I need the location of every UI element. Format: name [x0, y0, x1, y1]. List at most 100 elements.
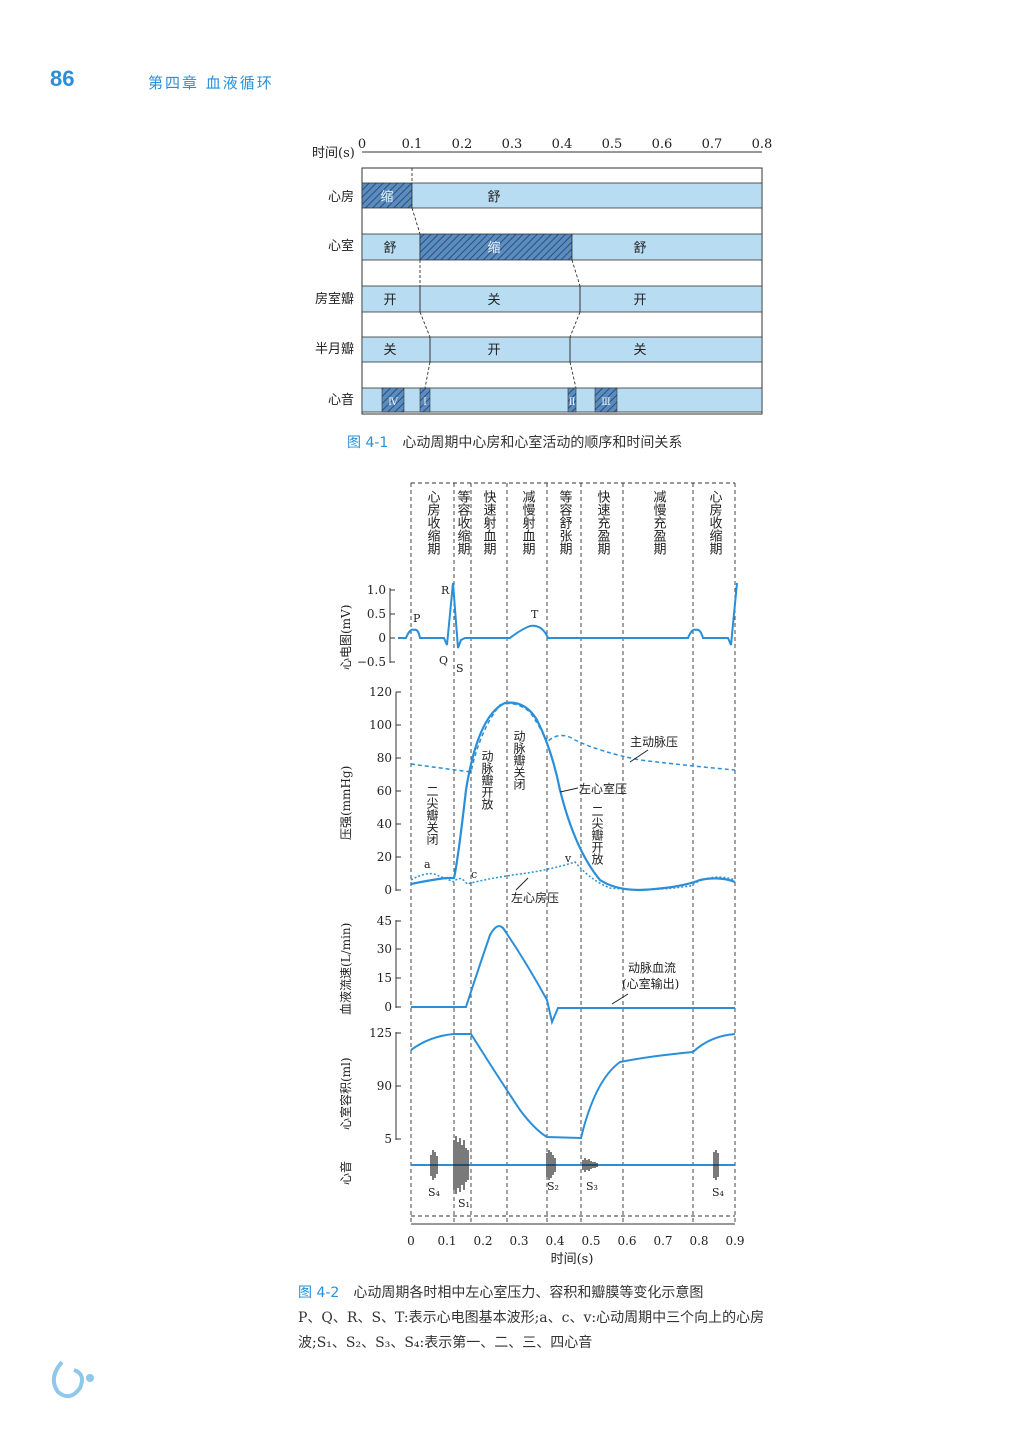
figure2-label: 图 4-2: [298, 1285, 340, 1301]
fig1-tick: 0.3: [502, 137, 523, 152]
figure2-title: 心动周期各时相中左心室压力、容积和瓣膜等变化示意图: [353, 1285, 704, 1301]
annotation: 动脉瓣关闭: [512, 730, 526, 791]
pressure-tick: 120: [369, 685, 392, 699]
fig1-seg: Ⅰ: [423, 397, 427, 408]
fig1-axis-label: 时间(s): [312, 146, 355, 161]
flow-axis: 45 30 15 0: [377, 914, 401, 1014]
fig1-seg: 关: [633, 343, 646, 358]
time-axis-label: 时间(s): [551, 1252, 594, 1267]
time-tick: 0: [407, 1234, 415, 1248]
fig1-seg: 舒: [383, 241, 396, 256]
phase-label: 等容收缩期: [455, 489, 471, 556]
sound-mark: S₄: [712, 1186, 725, 1199]
figure2-caption: 图 4-2 心动周期各时相中左心室压力、容积和瓣膜等变化示意图: [298, 1282, 703, 1302]
annotation: v: [564, 852, 572, 865]
ecg-wave: R: [441, 584, 450, 597]
flow-axis-label: 血液流速(L/min): [338, 923, 353, 1015]
fig1-tick: 0.2: [452, 137, 473, 152]
ecg-trace: [398, 582, 738, 649]
fig1-seg: Ⅱ: [569, 397, 576, 408]
volume-tick: 5: [384, 1132, 392, 1146]
annotation: 主动脉压: [630, 734, 678, 749]
ecg-tick: 1.0: [367, 583, 386, 597]
phase-boundaries: [410, 482, 736, 1222]
fig1-row-label: 心室: [328, 238, 354, 254]
figure1: 时间(s) 0 0.1 0.2 0.3 0.4 0.5 0.6 0.7 0.8 …: [312, 137, 772, 415]
volume-tick: 125: [369, 1026, 392, 1040]
figure1-label: 图 4-1: [347, 435, 389, 451]
time-tick: 0.3: [509, 1234, 528, 1248]
fig1-tick: 0.6: [652, 137, 673, 152]
chapter-title: 第四章 血液循环: [148, 74, 274, 92]
sound-mark: S₃: [586, 1180, 598, 1193]
sound-mark: S₂: [547, 1180, 559, 1193]
ecg-axis-label: 心电图(mV): [339, 605, 353, 670]
phase-labels: 心房收缩期 等容收缩期 快速射血期 减慢射血期 等容舒张期 快速充盈期 减慢充盈…: [425, 489, 723, 556]
ecg-wave: T: [531, 608, 539, 621]
pressure-tick: 60: [377, 784, 392, 798]
flow-annotation: (心室输出): [622, 976, 679, 991]
annotation: 二尖瓣开放: [590, 805, 604, 865]
ecg-tick: 0.5: [367, 607, 386, 621]
annotation: 左心房压: [511, 890, 559, 905]
figure2-note: P、Q、R、S、T:表示心电图基本波形;a、c、v:心动周期中三个向上的心房波;…: [298, 1310, 765, 1351]
fig1-tick: 0.4: [552, 137, 573, 152]
publisher-logo: [51, 1360, 94, 1399]
la-pressure-trace: [410, 861, 736, 891]
fig1-seg: 缩: [487, 240, 500, 256]
volume-tick: 90: [377, 1079, 392, 1093]
pressure-axis: 120 100 80 60 40 20 0: [369, 685, 401, 897]
pressure-axis-label: 压强(mmHg): [339, 766, 353, 840]
time-tick: 0.8: [689, 1234, 708, 1248]
fig1-tick: 0.1: [402, 137, 423, 152]
sound-axis-label: 心音: [338, 1161, 353, 1185]
sound-mark: S₄: [428, 1186, 441, 1199]
sound-mark: S₁: [458, 1197, 470, 1210]
phase-label: 快速充盈期: [595, 490, 611, 556]
fig1-seg: 关: [383, 343, 396, 358]
fig1-tick: 0.5: [602, 137, 623, 152]
pressure-tick: 0: [384, 883, 392, 897]
fig1-row-label: 心音: [328, 392, 354, 408]
annotation: 动脉瓣开放: [480, 750, 494, 810]
ecg-wave: P: [413, 612, 421, 625]
figure2: 心房收缩期 等容收缩期 快速射血期 减慢射血期 等容舒张期 快速充盈期 减慢充盈…: [338, 482, 745, 1267]
annotation: a: [424, 858, 431, 871]
flow-annotation: 动脉血流: [628, 960, 676, 975]
time-ticks: 0 0.1 0.2 0.3 0.4 0.5 0.6 0.7 0.8 0.9: [407, 1234, 744, 1248]
volume-axis-label: 心室容积(ml): [338, 1057, 353, 1130]
time-tick: 0.2: [473, 1234, 492, 1248]
sound-labels: S₄ S₁ S₂ S₃ S₄: [428, 1180, 725, 1210]
figure1-caption: 图 4-1 心动周期中心房和心室活动的顺序和时间关系: [347, 432, 682, 452]
time-tick: 0.7: [653, 1234, 672, 1248]
ecg-wave: Q: [439, 654, 448, 667]
pressure-tick: 20: [377, 850, 392, 864]
pressure-annotations: 主动脉压 左心室压 左心房压 动脉瓣开放 动脉瓣关闭 二尖瓣关闭 二尖瓣开放 a…: [424, 730, 678, 905]
fig1-seg: Ⅲ: [601, 397, 611, 408]
pressure-tick: 100: [369, 718, 392, 732]
ecg-wave: S: [456, 662, 464, 675]
aortic-pressure-trace: [410, 702, 736, 773]
fig1-tick: 0.7: [702, 137, 723, 152]
phase-label: 心房收缩期: [707, 490, 723, 556]
fig1-seg: 舒: [633, 241, 646, 256]
time-tick: 0.4: [545, 1234, 564, 1248]
phase-label: 心房收缩期: [425, 490, 441, 556]
phase-label: 减慢充盈期: [651, 490, 667, 556]
flow-trace: [411, 925, 735, 1026]
flow-tick: 30: [377, 942, 392, 956]
flow-tick: 45: [377, 914, 392, 928]
phase-label: 减慢射血期: [520, 490, 536, 556]
fig1-seg: 开: [633, 293, 646, 308]
pressure-tick: 40: [377, 817, 392, 831]
fig1-row-label: 心房: [328, 189, 354, 205]
pressure-arrows: [515, 749, 649, 891]
phase-label: 快速射血期: [481, 490, 497, 556]
ecg-axis: 1.0 0.5 0 −0.5: [357, 583, 395, 669]
flow-tick: 0: [384, 1000, 392, 1014]
pressure-tick: 80: [377, 751, 392, 765]
fig1-ticks: 0 0.1 0.2 0.3 0.4 0.5 0.6 0.7 0.8: [358, 137, 772, 153]
fig1-seg: 缩: [380, 189, 393, 205]
fig1-seg: Ⅳ: [388, 397, 399, 408]
